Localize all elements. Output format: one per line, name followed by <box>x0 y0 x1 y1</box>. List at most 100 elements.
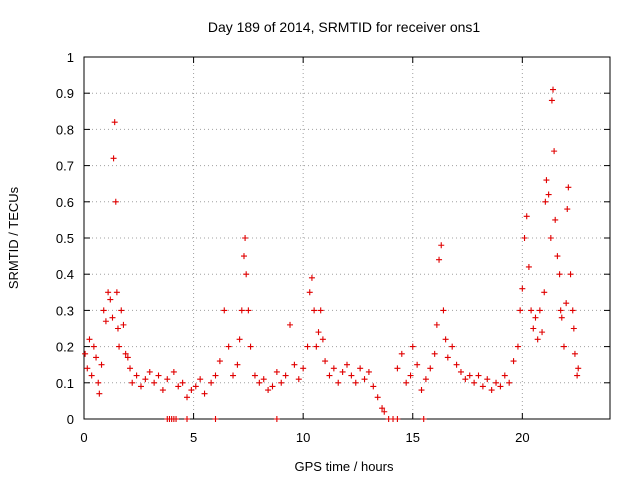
data-point <box>212 372 219 379</box>
data-point <box>457 368 464 375</box>
data-point <box>273 368 280 375</box>
data-point <box>129 379 136 386</box>
data-point <box>287 321 294 328</box>
data-point <box>155 372 162 379</box>
data-point <box>93 354 100 361</box>
data-point <box>523 213 530 220</box>
data-point <box>221 307 228 314</box>
y-tick-label: 0.6 <box>56 195 74 210</box>
data-point <box>557 307 564 314</box>
data-point <box>113 289 120 296</box>
y-tick-label: 0.9 <box>56 86 74 101</box>
data-point <box>170 368 177 375</box>
data-point <box>398 350 405 357</box>
data-point <box>184 416 191 422</box>
y-tick-label: 0.8 <box>56 122 74 137</box>
data-point <box>96 390 103 397</box>
data-point <box>403 379 410 386</box>
data-point <box>556 271 563 278</box>
data-point <box>95 379 102 386</box>
data-point <box>86 336 93 343</box>
data-point <box>179 379 186 386</box>
data-point <box>365 368 372 375</box>
x-tick-label: 15 <box>406 430 420 445</box>
data-point <box>269 383 276 390</box>
data-point <box>192 383 199 390</box>
data-point <box>127 365 134 372</box>
data-point <box>234 361 241 368</box>
data-point <box>466 372 473 379</box>
data-point <box>543 177 550 184</box>
y-tick-label: 0.5 <box>56 231 74 246</box>
data-point <box>517 307 524 314</box>
data-point <box>216 358 223 365</box>
data-point <box>427 365 434 372</box>
data-point <box>245 307 252 314</box>
data-point <box>453 361 460 368</box>
data-point <box>554 253 561 260</box>
data-point <box>488 387 495 394</box>
data-point <box>208 379 215 386</box>
data-point <box>319 336 326 343</box>
data-point <box>243 271 250 278</box>
data-point <box>278 379 285 386</box>
chart-title: Day 189 of 2014, SRMTID for receiver ons… <box>208 19 481 35</box>
data-point <box>532 314 539 321</box>
data-point <box>335 379 342 386</box>
x-axis-label: GPS time / hours <box>295 459 394 474</box>
data-point <box>534 336 541 343</box>
data-point <box>570 325 577 332</box>
data-point <box>541 289 548 296</box>
data-point <box>102 318 109 325</box>
data-point <box>124 354 131 361</box>
data-point <box>311 307 318 314</box>
data-point <box>344 361 350 368</box>
data-point <box>462 376 469 383</box>
data-point <box>348 372 355 379</box>
data-point <box>528 307 535 314</box>
data-point <box>479 383 486 390</box>
x-tick-label: 5 <box>190 430 197 445</box>
data-point <box>409 343 416 350</box>
data-point <box>116 343 123 350</box>
data-point <box>548 97 555 104</box>
tick-layer: 00.10.20.30.40.50.60.70.80.910 5 10 15 20 <box>56 50 610 445</box>
y-tick-label: 0.2 <box>56 340 74 355</box>
data-point <box>308 274 315 281</box>
data-point <box>110 155 117 162</box>
data-point <box>519 285 526 292</box>
data-point <box>159 387 166 394</box>
data-point <box>414 361 421 368</box>
y-axis-label: SRMTID / TECUs <box>6 186 21 289</box>
data-point <box>542 198 549 205</box>
data-point <box>295 376 302 383</box>
data-point <box>370 383 377 390</box>
data-point <box>146 368 153 375</box>
data-point <box>175 383 182 390</box>
data-point <box>120 321 127 328</box>
data-point <box>173 416 180 422</box>
x-tick-label: 10 <box>296 430 310 445</box>
data-point <box>238 307 245 314</box>
x-tick-label: 0 <box>80 430 87 445</box>
data-point <box>357 365 364 372</box>
data-point <box>539 329 546 336</box>
data-point <box>565 184 572 191</box>
data-point <box>449 343 456 350</box>
data-point <box>84 365 91 372</box>
data-point <box>506 379 513 386</box>
data-point <box>575 365 582 372</box>
data-point <box>530 325 537 332</box>
data-point <box>438 242 445 249</box>
data-point <box>497 383 504 390</box>
data-point <box>247 343 254 350</box>
data-point <box>256 379 263 386</box>
data-point <box>315 329 322 336</box>
data-point <box>114 325 121 332</box>
data-point <box>547 235 554 241</box>
data-point <box>112 198 119 205</box>
data-point <box>133 372 140 379</box>
data-point <box>564 206 571 213</box>
data-point <box>90 343 97 350</box>
